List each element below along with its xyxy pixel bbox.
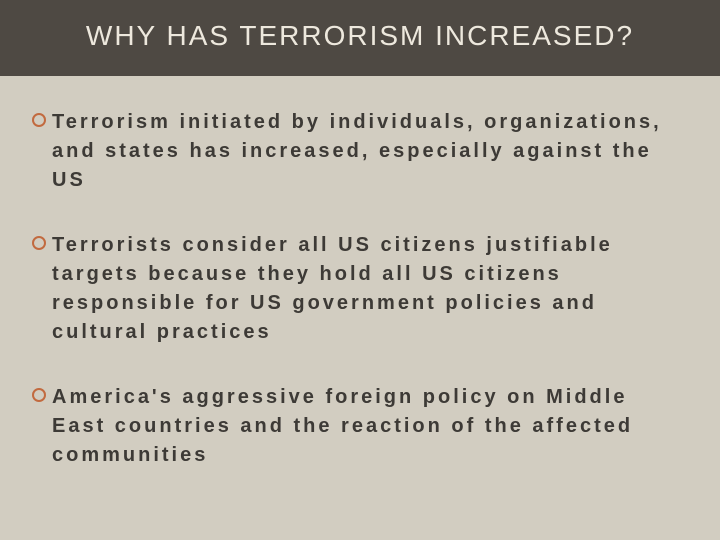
bullet-text: America's aggressive foreign policy on M… — [52, 383, 688, 470]
bullet-text: Terrorists consider all US citizens just… — [52, 231, 688, 347]
bullet-item: America's aggressive foreign policy on M… — [32, 383, 688, 470]
bullet-item: Terrorists consider all US citizens just… — [32, 231, 688, 347]
header-band: WHY HAS TERRORISM INCREASED? — [0, 0, 720, 76]
slide-title: WHY HAS TERRORISM INCREASED? — [0, 20, 720, 52]
bullet-item: Terrorism initiated by individuals, orga… — [32, 108, 688, 195]
slide: WHY HAS TERRORISM INCREASED? Terrorism i… — [0, 0, 720, 540]
circle-bullet-icon — [32, 388, 46, 402]
bullet-text: Terrorism initiated by individuals, orga… — [52, 108, 688, 195]
slide-content: Terrorism initiated by individuals, orga… — [0, 76, 720, 470]
circle-bullet-icon — [32, 113, 46, 127]
circle-bullet-icon — [32, 236, 46, 250]
